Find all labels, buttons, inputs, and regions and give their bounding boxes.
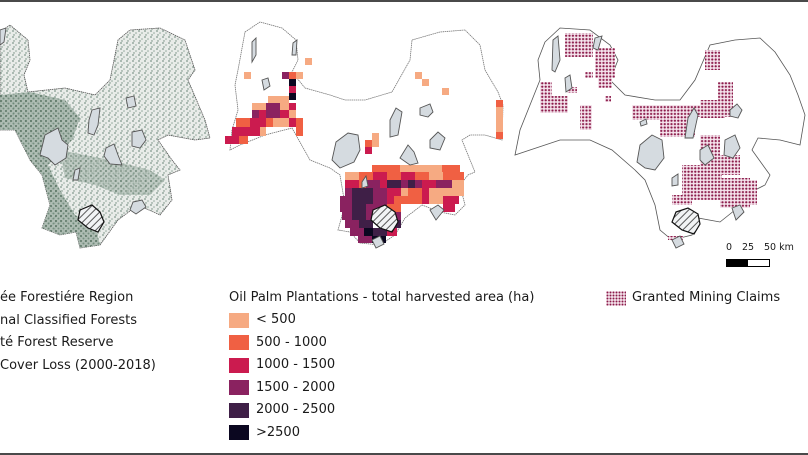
forest-cover-map-panel: [0, 10, 215, 255]
scale-bar: 0 25 50 km: [726, 242, 796, 267]
swatch-1000-1500: [229, 357, 249, 373]
legend-class-2000-2500: 2000 - 2500: [229, 399, 534, 422]
legend-item-classified-forests: nal Classified Forests: [0, 312, 138, 328]
legend-oil-palm: Oil Palm Plantations - total harvested a…: [229, 287, 534, 444]
legend-oil-palm-title: Oil Palm Plantations - total harvested a…: [229, 290, 535, 305]
swatch-gt-2500: [229, 425, 249, 441]
mining-claims: [540, 33, 757, 240]
legend-class-lt-500: < 500: [229, 309, 534, 332]
swatch-500-1000: [229, 335, 249, 351]
legend-class-500-1000: 500 - 1000: [229, 332, 534, 355]
legend-item-mining-claims: Granted Mining Claims: [606, 287, 780, 310]
protected-forest-reserve-hatched: [370, 204, 399, 233]
legend-class-1000-1500: 1000 - 1500: [229, 354, 534, 377]
legend-item-cover-loss: Cover Loss (2000-2018): [0, 357, 156, 373]
legend-class-1500-2000: 1500 - 2000: [229, 377, 534, 400]
region-outline: [0, 24, 211, 249]
legend-class-gt-2500: >2500: [229, 422, 534, 445]
classified-forests: [551, 35, 745, 249]
scale-tick-0: 0: [726, 242, 733, 253]
classified-forests: [0, 27, 147, 215]
scale-bar-graphic: [726, 259, 770, 267]
swatch-2000-2500: [229, 402, 249, 418]
oil-palm-grid-cells: [225, 58, 503, 243]
scale-tick-25: 25: [742, 242, 755, 253]
mining-claims-map-panel: [512, 10, 808, 255]
swatch-lt-500: [229, 312, 249, 328]
swatch-1500-2000: [229, 380, 249, 396]
legend-forest: ée Forestiére Region nal Classified Fore…: [0, 287, 156, 377]
bottom-frame-border: [0, 453, 808, 455]
protected-forest-reserve-hatched: [671, 207, 701, 235]
top-frame-border: [0, 0, 808, 2]
protected-forest-reserve-hatched: [77, 204, 105, 233]
mining-dots-swatch: [606, 290, 626, 306]
legend-item-forest-reserve: té Forest Reserve: [0, 335, 114, 351]
legend-mining: Granted Mining Claims: [606, 287, 780, 310]
classified-forests: [251, 36, 446, 249]
scale-tick-50: 50 km: [764, 242, 794, 253]
oil-palm-map-panel: [222, 10, 504, 255]
legend-item-region: ée Forestiére Region: [0, 290, 134, 306]
